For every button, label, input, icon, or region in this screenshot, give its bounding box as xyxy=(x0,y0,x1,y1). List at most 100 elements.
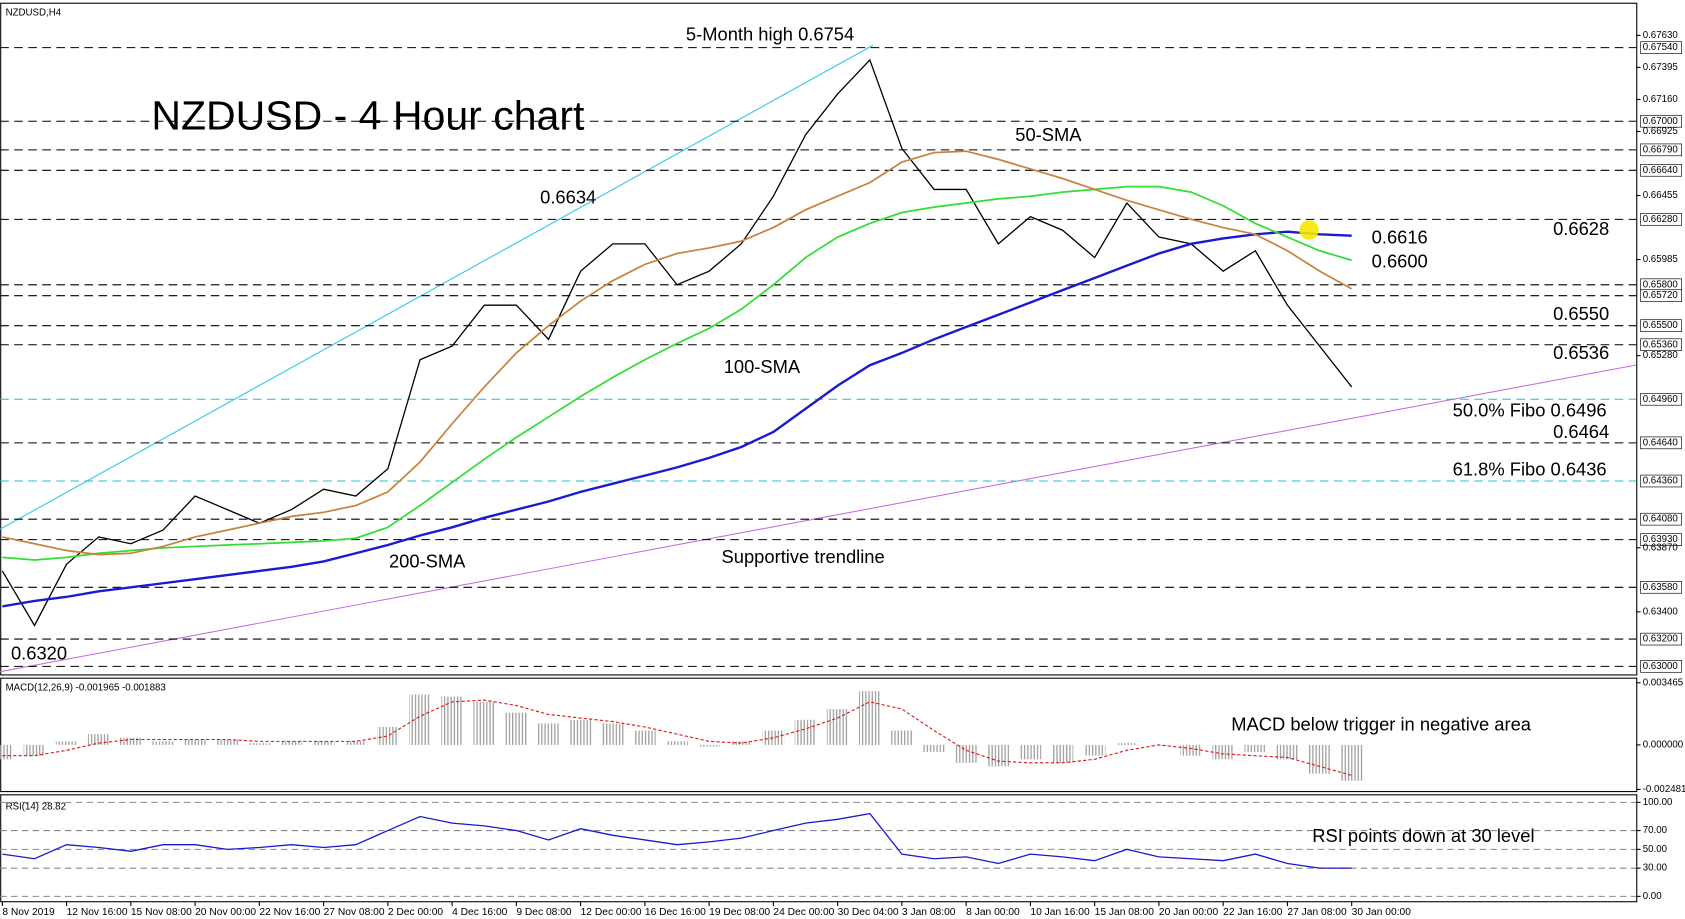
histogram-bar xyxy=(344,741,367,745)
x-tick-label: 30 Jan 00:00 xyxy=(1352,907,1412,918)
histogram-bar xyxy=(87,734,110,745)
histogram-bar xyxy=(1051,744,1074,763)
series-line xyxy=(1,58,1353,627)
histogram-bar xyxy=(152,741,174,745)
histogram-bar xyxy=(891,730,913,745)
histogram-bar xyxy=(826,709,849,745)
annotation: 0.6628 xyxy=(1553,218,1609,239)
histogram-bar xyxy=(216,739,239,745)
histogram-bar xyxy=(537,723,560,745)
level-label: 0.63000 xyxy=(1643,661,1679,672)
histogram-bar xyxy=(1115,743,1138,745)
y-tick-label: 0.67395 xyxy=(1643,62,1678,73)
upper-channel-line xyxy=(0,44,873,530)
y-tick-label: 0.65280 xyxy=(1643,350,1679,361)
x-tick-label: 16 Dec 16:00 xyxy=(645,907,706,918)
histogram-bar xyxy=(1340,744,1363,781)
histogram-bar xyxy=(280,741,303,745)
y-tick-label: 100.00 xyxy=(1643,797,1673,808)
rsi-panel-title: RSI(14) 28.82 xyxy=(6,801,66,812)
level-label: 0.66280 xyxy=(1643,214,1679,225)
annotation: 50.0% Fibo 0.6496 xyxy=(1453,399,1607,420)
level-label: 0.65720 xyxy=(1643,290,1679,301)
annotation: 0.6616 xyxy=(1372,227,1428,248)
annotation: 61.8% Fibo 0.6436 xyxy=(1453,459,1607,480)
series-name-label: 50-SMA xyxy=(1015,124,1082,145)
histogram-bar xyxy=(1019,744,1042,760)
histogram-bar xyxy=(634,730,656,745)
macd-panel-frame xyxy=(0,677,1638,793)
level-label-box xyxy=(1640,164,1682,177)
rsi-panel-frame xyxy=(0,794,1638,903)
x-tick-label: 12 Dec 00:00 xyxy=(581,907,642,918)
level-label: 0.65360 xyxy=(1643,339,1679,350)
x-tick-label: 27 Jan 08:00 xyxy=(1287,907,1347,918)
y-tick-label: 0.00 xyxy=(1643,891,1662,902)
y-tick-label: 30.00 xyxy=(1643,863,1668,874)
histogram-bar xyxy=(794,719,817,745)
level-label: 0.63930 xyxy=(1643,534,1679,545)
y-tick-label: 0.67630 xyxy=(1643,30,1679,41)
x-tick-label: 22 Nov 16:00 xyxy=(259,907,320,918)
series-name-label: 200-SMA xyxy=(389,550,466,571)
level-label-box xyxy=(1640,512,1682,526)
main-panel-frame xyxy=(0,2,1638,676)
level-label-box xyxy=(1640,533,1682,546)
y-tick-label: 50.00 xyxy=(1643,844,1668,855)
level-label-box xyxy=(1640,213,1682,226)
x-tick-label: 19 Dec 08:00 xyxy=(709,907,770,918)
histogram-bar xyxy=(1212,744,1234,760)
histogram-bar xyxy=(312,741,335,745)
y-tick-label: 0.67160 xyxy=(1643,94,1679,105)
histogram-bar xyxy=(248,743,271,745)
x-tick-label: 10 Jan 16:00 xyxy=(1030,907,1090,918)
histogram-bar xyxy=(955,744,977,763)
series-line xyxy=(2,230,1352,608)
series-name-label: 100-SMA xyxy=(724,356,801,377)
histogram-bar xyxy=(377,726,399,745)
level-label: 0.65500 xyxy=(1643,320,1679,331)
histogram-bar xyxy=(666,741,688,745)
annotation: 5-Month high 0.6754 xyxy=(686,23,854,44)
histogram-bar xyxy=(1180,744,1202,756)
level-label-box xyxy=(1640,114,1682,128)
histogram-bar xyxy=(762,730,785,745)
crossover-marker xyxy=(1299,220,1319,240)
histogram-bar xyxy=(473,701,496,745)
annotation: 0.6536 xyxy=(1553,342,1609,363)
histogram-bar xyxy=(0,744,14,760)
x-tick-label: 20 Nov 00:00 xyxy=(195,907,256,918)
level-label-box xyxy=(1640,474,1682,488)
histogram-bar xyxy=(441,696,463,745)
level-label-box xyxy=(1640,581,1682,594)
y-tick-label: 70.00 xyxy=(1643,825,1668,836)
histogram-bar xyxy=(1276,744,1299,760)
macd-panel-title: MACD(12,26,9) -0.001965 -0.001883 xyxy=(6,682,166,693)
histogram-bar xyxy=(987,744,1010,767)
y-tick-label: 0.63870 xyxy=(1643,542,1679,553)
level-label: 0.66640 xyxy=(1643,165,1679,176)
x-tick-label: 8 Nov 2019 xyxy=(2,907,55,918)
chart-title: NZDUSD - 4 Hour chart xyxy=(151,93,585,139)
series-line xyxy=(2,185,1352,561)
histogram-bar xyxy=(55,741,78,745)
level-label: 0.64960 xyxy=(1643,394,1679,405)
x-tick-label: 20 Jan 00:00 xyxy=(1159,907,1219,918)
histogram-bar xyxy=(569,719,592,745)
histogram-bar xyxy=(601,723,624,745)
x-tick-label: 12 Nov 16:00 xyxy=(67,907,128,918)
histogram-bar xyxy=(409,694,431,745)
x-tick-label: 27 Nov 08:00 xyxy=(324,907,385,918)
signal-line xyxy=(2,699,1352,776)
level-label-box xyxy=(1640,319,1682,332)
histogram-bar xyxy=(698,744,720,747)
y-tick-label: 0.66925 xyxy=(1643,126,1678,137)
y-tick-label: -0.002481 xyxy=(1643,784,1685,795)
x-tick-label: 22 Jan 16:00 xyxy=(1223,907,1283,918)
annotation: 0.6320 xyxy=(11,642,67,663)
level-label: 0.63200 xyxy=(1643,634,1679,645)
x-tick-label: 3 Jan 08:00 xyxy=(902,907,956,918)
